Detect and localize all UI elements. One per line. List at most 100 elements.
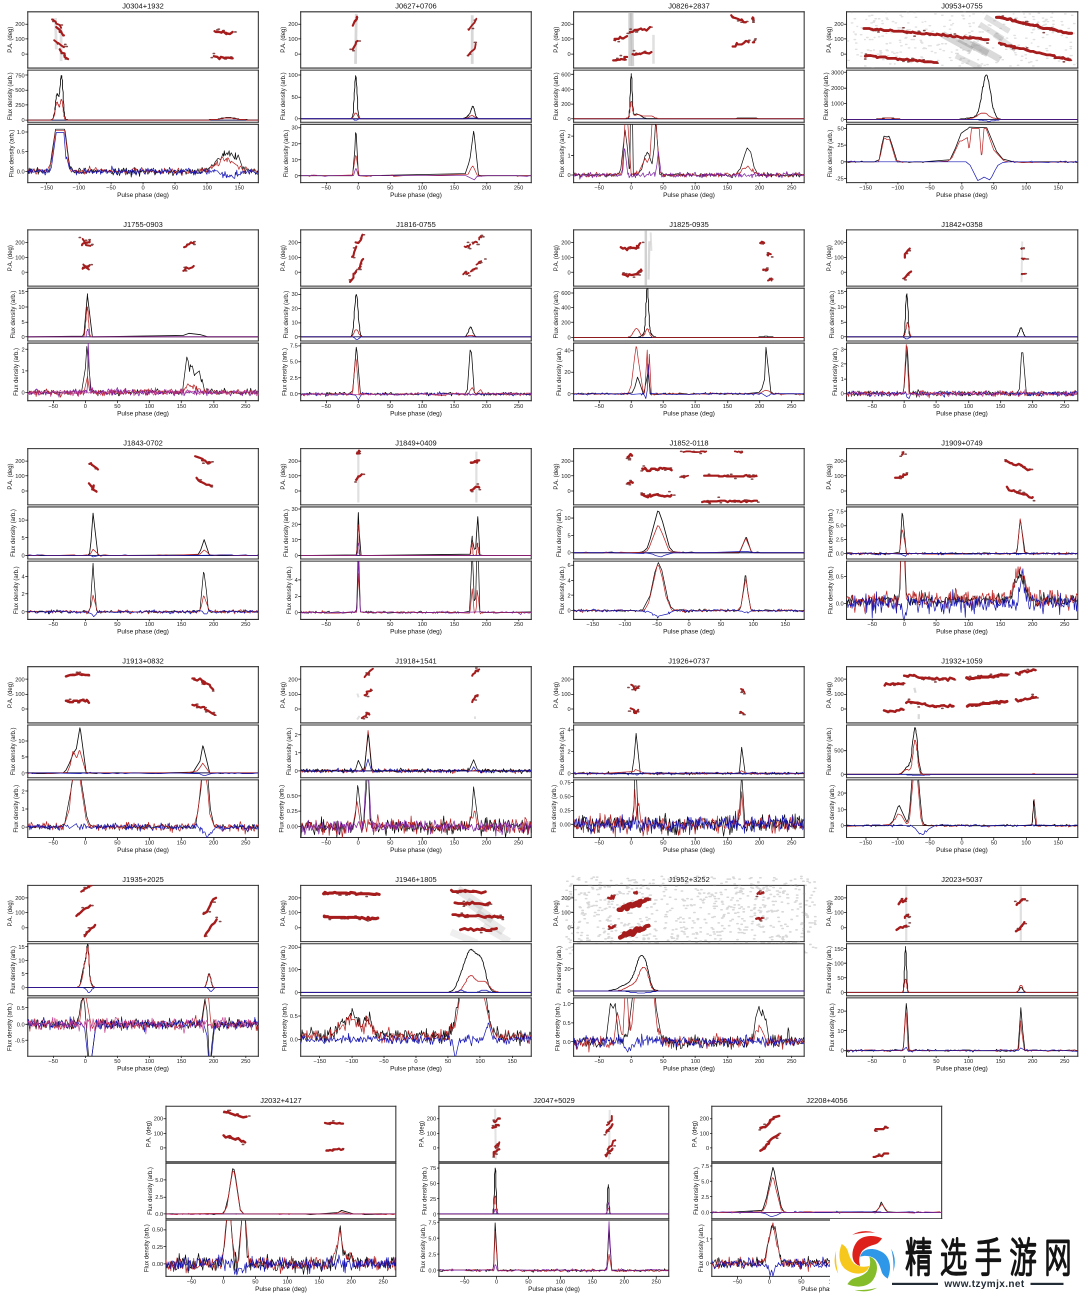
- svg-text:150: 150: [450, 185, 459, 191]
- svg-text:−50: −50: [652, 622, 662, 628]
- svg-text:P.A. (deg): P.A. (deg): [8, 245, 14, 271]
- svg-text:0.75: 0.75: [560, 781, 571, 787]
- svg-text:P.A. (deg): P.A. (deg): [827, 245, 833, 271]
- svg-text:−100: −100: [891, 841, 904, 847]
- svg-text:250: 250: [1060, 622, 1070, 628]
- svg-text:100: 100: [418, 622, 427, 628]
- svg-text:0.50: 0.50: [560, 794, 571, 800]
- svg-text:Flux density (arb.): Flux density (arb.): [560, 727, 566, 775]
- svg-text:100: 100: [964, 404, 974, 410]
- svg-text:200: 200: [561, 241, 571, 247]
- svg-text:−50: −50: [321, 404, 331, 410]
- svg-text:Pulse phase (deg): Pulse phase (deg): [663, 629, 715, 636]
- svg-text:0: 0: [568, 707, 571, 713]
- svg-text:100: 100: [691, 841, 700, 847]
- svg-text:−100: −100: [618, 622, 631, 628]
- svg-text:0: 0: [630, 841, 633, 847]
- svg-text:0: 0: [295, 990, 298, 996]
- svg-text:250: 250: [787, 185, 797, 191]
- svg-text:Flux density (arb.): Flux density (arb.): [9, 130, 15, 178]
- svg-text:0: 0: [630, 1059, 633, 1065]
- svg-text:5.0: 5.0: [290, 360, 298, 366]
- svg-text:0.00: 0.00: [287, 825, 298, 831]
- svg-text:Pulse phase (deg): Pulse phase (deg): [663, 1065, 715, 1072]
- svg-text:−150: −150: [40, 185, 53, 191]
- svg-text:100: 100: [691, 185, 700, 191]
- svg-text:200: 200: [834, 22, 844, 28]
- svg-text:−150: −150: [586, 622, 599, 628]
- svg-text:Flux density (arb.): Flux density (arb.): [560, 130, 566, 178]
- svg-text:10: 10: [18, 305, 24, 311]
- svg-text:0: 0: [22, 825, 25, 831]
- svg-text:J1816-0755: J1816-0755: [396, 220, 436, 229]
- svg-text:40: 40: [564, 349, 570, 355]
- svg-text:50: 50: [387, 622, 393, 628]
- svg-text:100: 100: [15, 692, 25, 698]
- svg-text:−100: −100: [891, 185, 904, 191]
- svg-text:150: 150: [450, 841, 459, 847]
- svg-text:200: 200: [15, 459, 25, 465]
- svg-text:Flux density (arb.): Flux density (arb.): [554, 72, 560, 120]
- svg-text:250: 250: [1060, 404, 1070, 410]
- svg-text:100: 100: [964, 622, 974, 628]
- svg-text:−100: −100: [72, 185, 85, 191]
- svg-text:0: 0: [22, 926, 25, 932]
- svg-text:200: 200: [700, 1117, 710, 1123]
- svg-text:5: 5: [841, 320, 844, 326]
- svg-text:100: 100: [561, 692, 571, 698]
- svg-text:−50: −50: [187, 1279, 197, 1285]
- svg-text:50: 50: [837, 127, 843, 133]
- svg-text:−50: −50: [594, 404, 604, 410]
- svg-text:150: 150: [1053, 185, 1063, 191]
- svg-text:50: 50: [291, 95, 297, 101]
- svg-text:0: 0: [160, 1146, 163, 1152]
- svg-text:200: 200: [561, 459, 571, 465]
- svg-text:0: 0: [568, 335, 571, 341]
- svg-text:150: 150: [315, 1279, 325, 1285]
- svg-text:P.A. (deg): P.A. (deg): [8, 27, 14, 53]
- svg-text:200: 200: [482, 404, 491, 410]
- svg-text:P.A. (deg): P.A. (deg): [8, 463, 14, 489]
- svg-text:0: 0: [222, 1279, 225, 1285]
- svg-text:100: 100: [561, 255, 571, 261]
- svg-text:100: 100: [288, 911, 298, 917]
- svg-text:50: 50: [660, 185, 666, 191]
- svg-text:200: 200: [154, 1117, 164, 1123]
- svg-text:Flux density (arb.): Flux density (arb.): [145, 1224, 151, 1272]
- svg-text:0: 0: [141, 185, 144, 191]
- svg-text:Flux density (arb.): Flux density (arb.): [14, 348, 20, 396]
- svg-text:0: 0: [568, 489, 571, 495]
- svg-text:P.A. (deg): P.A. (deg): [554, 900, 560, 926]
- svg-text:200: 200: [561, 102, 571, 108]
- svg-text:0: 0: [295, 174, 298, 180]
- svg-text:0: 0: [295, 270, 298, 276]
- svg-text:0: 0: [84, 1059, 87, 1065]
- svg-text:0: 0: [357, 185, 360, 191]
- svg-text:P.A. (deg): P.A. (deg): [281, 900, 287, 926]
- svg-text:250: 250: [241, 404, 251, 410]
- svg-text:−50: −50: [321, 622, 331, 628]
- svg-text:Flux density (arb.): Flux density (arb.): [11, 291, 17, 339]
- svg-text:100: 100: [418, 404, 427, 410]
- svg-text:200: 200: [288, 22, 298, 28]
- svg-text:200: 200: [561, 677, 571, 683]
- svg-text:P.A. (deg): P.A. (deg): [554, 27, 560, 53]
- svg-text:10: 10: [291, 158, 297, 164]
- svg-text:0: 0: [568, 989, 571, 995]
- svg-text:100: 100: [748, 622, 758, 628]
- svg-text:50: 50: [933, 404, 939, 410]
- svg-text:−150: −150: [859, 185, 872, 191]
- svg-text:100: 100: [418, 841, 427, 847]
- svg-text:0: 0: [84, 841, 87, 847]
- svg-text:Flux density (arb.): Flux density (arb.): [11, 946, 17, 994]
- svg-text:0: 0: [768, 1279, 771, 1285]
- svg-text:Pulse phase (deg): Pulse phase (deg): [117, 192, 169, 199]
- svg-text:2: 2: [22, 789, 25, 795]
- svg-text:100: 100: [427, 1131, 437, 1137]
- svg-text:200: 200: [834, 677, 844, 683]
- svg-text:0: 0: [22, 489, 25, 495]
- svg-text:250: 250: [514, 841, 524, 847]
- svg-text:2: 2: [841, 362, 844, 368]
- svg-text:0: 0: [841, 990, 844, 996]
- svg-text:0: 0: [841, 489, 844, 495]
